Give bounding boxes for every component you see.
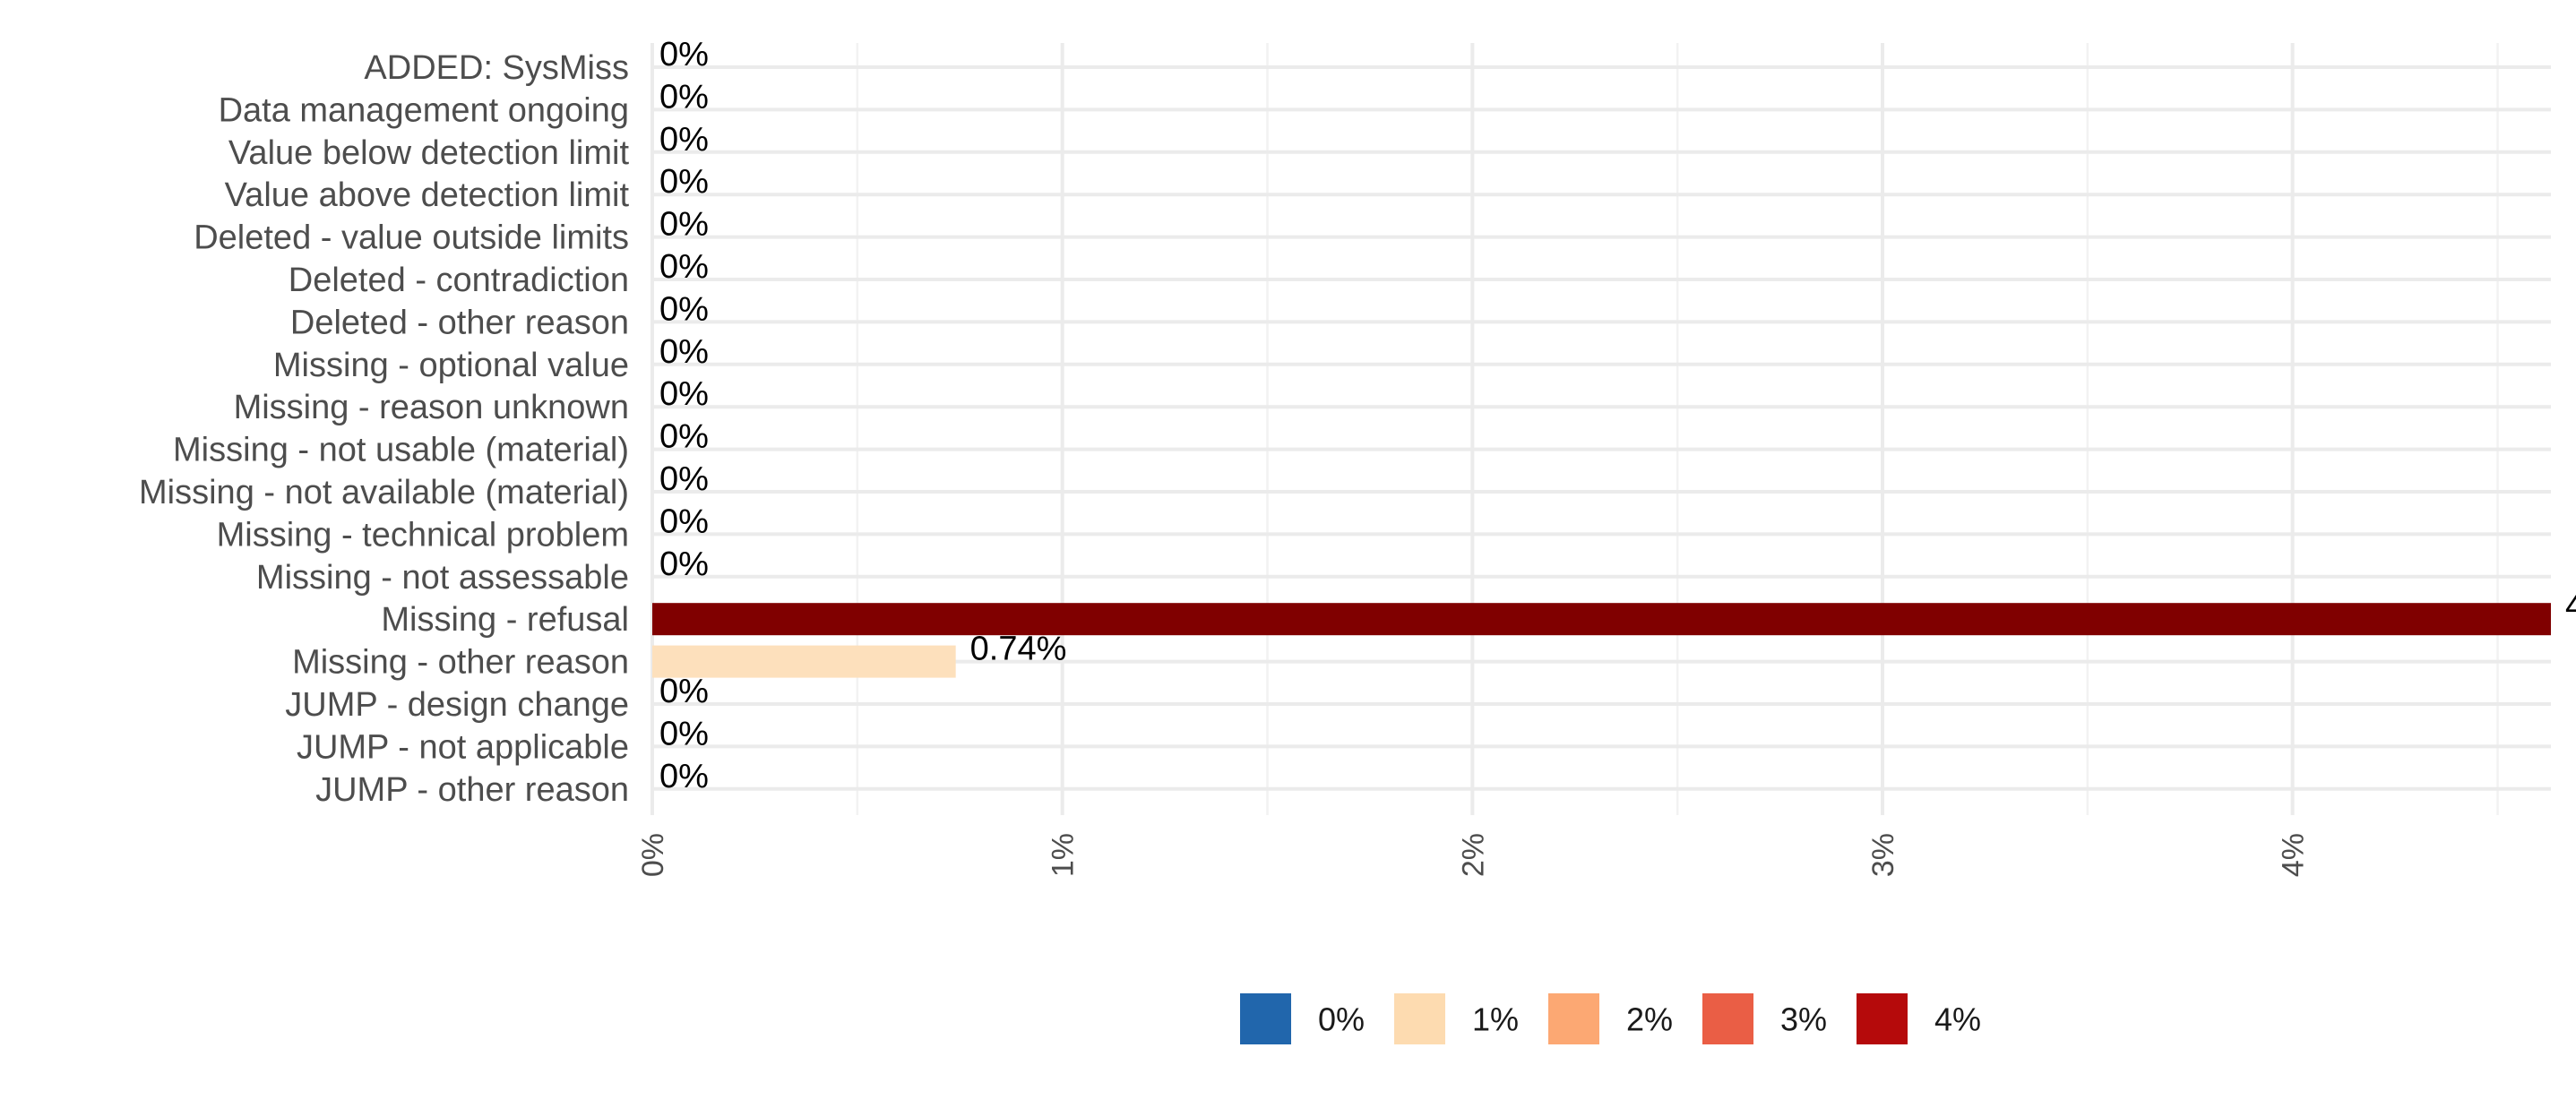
- category-label: Missing - not available (material): [139, 474, 629, 511]
- value-label: 0%: [659, 78, 709, 116]
- category-label: Deleted - other reason: [290, 304, 629, 341]
- legend-key: [1548, 993, 1599, 1044]
- value-label: 0%: [659, 248, 709, 286]
- value-label: 0.74%: [970, 631, 1067, 668]
- x-tick-label: 4%: [2277, 833, 2311, 877]
- value-label: 4: [2565, 588, 2576, 625]
- bar: [652, 603, 2551, 636]
- x-tick-label: 0%: [636, 833, 670, 877]
- category-label: Missing - refusal: [381, 601, 629, 639]
- value-labels: 0% 0% 0% 0% 0% 0% 0% 0% 0% 0% 0% 0% 0% 4 0.74% 0% 0% 0%: [659, 36, 2576, 795]
- category-labels: ADDED: SysMiss Data management ongoing Val…: [139, 49, 629, 809]
- category-label: ADDED: SysMiss: [364, 49, 629, 87]
- x-axis-ticks: 0% 1% 2% 3% 4%: [636, 833, 2311, 877]
- legend-key: [1240, 993, 1291, 1044]
- category-label: Missing - optional value: [273, 347, 629, 384]
- value-label: 0%: [659, 418, 709, 456]
- category-label: Missing - reason unknown: [234, 389, 629, 426]
- grid-lines: [650, 43, 2551, 815]
- legend-key: [1857, 993, 1908, 1044]
- category-label: Deleted - contradiction: [289, 262, 629, 299]
- value-label: 0%: [659, 163, 709, 201]
- category-label: Missing - technical problem: [217, 516, 629, 554]
- bar: [652, 645, 956, 678]
- value-label: 0%: [659, 715, 709, 752]
- legend-label: 1%: [1472, 1001, 1519, 1038]
- legend: 0% 1% 2% 3% 4%: [1240, 993, 1981, 1044]
- legend-label: 4%: [1934, 1001, 1981, 1038]
- category-label: JUMP - design change: [285, 686, 629, 724]
- value-label: 0%: [659, 206, 709, 244]
- category-label: Value above detection limit: [225, 176, 630, 214]
- value-label: 0%: [659, 36, 709, 73]
- value-label: 0%: [659, 375, 709, 413]
- category-label: Data management ongoing: [219, 91, 629, 129]
- value-label: 0%: [659, 460, 709, 498]
- category-label: Deleted - value outside limits: [194, 219, 629, 257]
- value-label: 0%: [659, 545, 709, 583]
- category-label: JUMP - not applicable: [297, 728, 629, 766]
- category-label: Missing - other reason: [292, 644, 629, 682]
- value-label: 0%: [659, 333, 709, 371]
- legend-key: [1394, 993, 1445, 1044]
- value-label: 0%: [659, 758, 709, 795]
- category-label: Missing - not usable (material): [173, 432, 629, 469]
- legend-label: 0%: [1318, 1001, 1365, 1038]
- x-tick-label: 2%: [1456, 833, 1490, 877]
- category-label: JUMP - other reason: [315, 771, 629, 809]
- legend-label: 3%: [1780, 1001, 1827, 1038]
- value-label: 0%: [659, 502, 709, 540]
- legend-label: 2%: [1626, 1001, 1673, 1038]
- value-label: 0%: [659, 290, 709, 328]
- value-label: 0%: [659, 673, 709, 710]
- value-label: 0%: [659, 121, 709, 159]
- bars: [652, 603, 2551, 678]
- x-tick-label: 1%: [1047, 833, 1081, 877]
- category-label: Missing - not assessable: [256, 559, 629, 597]
- legend-key: [1702, 993, 1753, 1044]
- x-tick-label: 3%: [1866, 833, 1900, 877]
- category-label: Value below detection limit: [228, 134, 630, 172]
